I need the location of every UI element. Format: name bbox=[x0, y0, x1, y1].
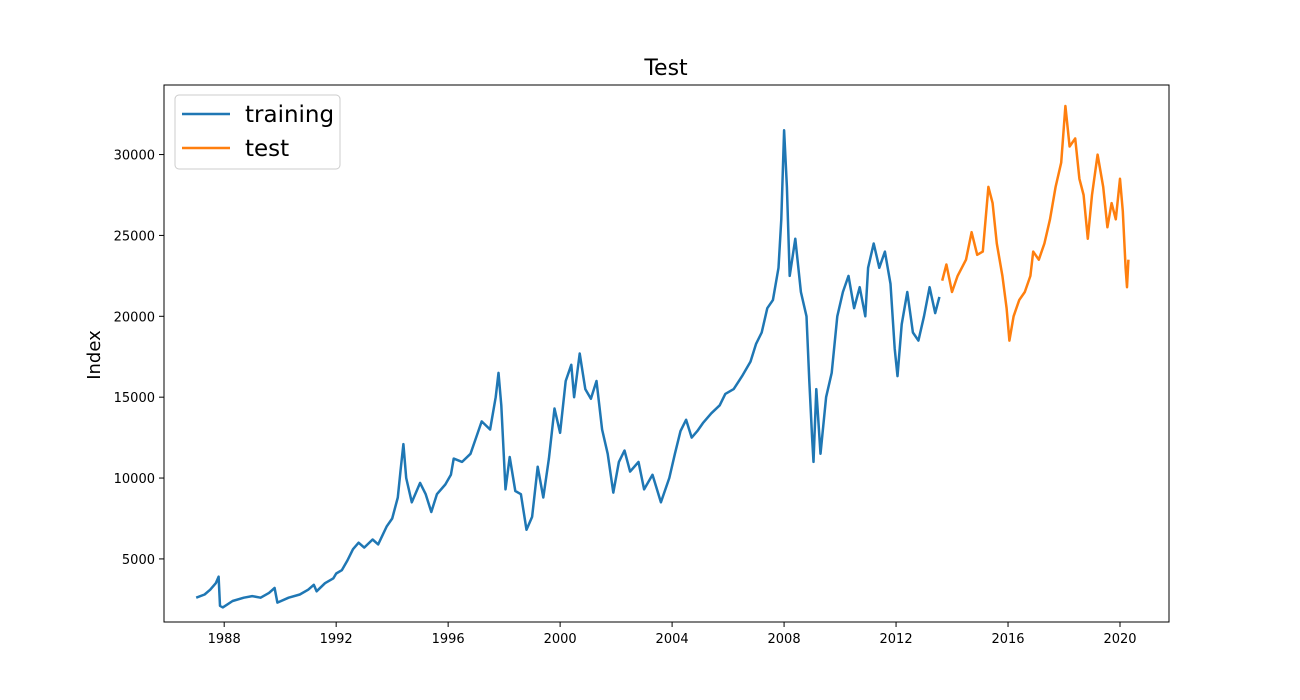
chart-title: Test bbox=[643, 56, 688, 81]
x-tick-label: 1996 bbox=[432, 632, 465, 647]
y-tick-label: 15000 bbox=[114, 391, 155, 406]
x-tick-label: 2000 bbox=[544, 632, 577, 647]
series-line-training bbox=[195, 129, 941, 609]
x-tick-label: 2016 bbox=[991, 632, 1024, 647]
y-tick-label: 25000 bbox=[114, 229, 155, 244]
x-tick-label: 2020 bbox=[1103, 632, 1136, 647]
x-tick-label: 1992 bbox=[320, 632, 353, 647]
y-axis: 5000 10000 15000 20000 25000 30000 bbox=[114, 149, 164, 568]
x-tick-label: 2008 bbox=[768, 632, 801, 647]
legend-label-training: training bbox=[245, 102, 334, 128]
legend-label-test: test bbox=[245, 136, 289, 162]
y-axis-label: Index bbox=[84, 330, 105, 380]
plot-frame bbox=[163, 84, 1170, 623]
legend: training test bbox=[174, 94, 341, 170]
x-tick-label: 2004 bbox=[656, 632, 689, 647]
x-tick-label: 1988 bbox=[208, 632, 241, 647]
y-tick-label: 30000 bbox=[114, 149, 155, 164]
y-tick-label: 20000 bbox=[114, 310, 155, 325]
x-axis: 1988 1992 1996 2000 2004 2008 2012 2016 2020 bbox=[208, 622, 1137, 647]
series-line-test bbox=[940, 104, 1130, 342]
y-tick-label: 10000 bbox=[114, 472, 155, 487]
y-tick-label: 5000 bbox=[122, 553, 155, 568]
plot-area bbox=[195, 104, 1130, 609]
x-tick-label: 2012 bbox=[880, 632, 913, 647]
